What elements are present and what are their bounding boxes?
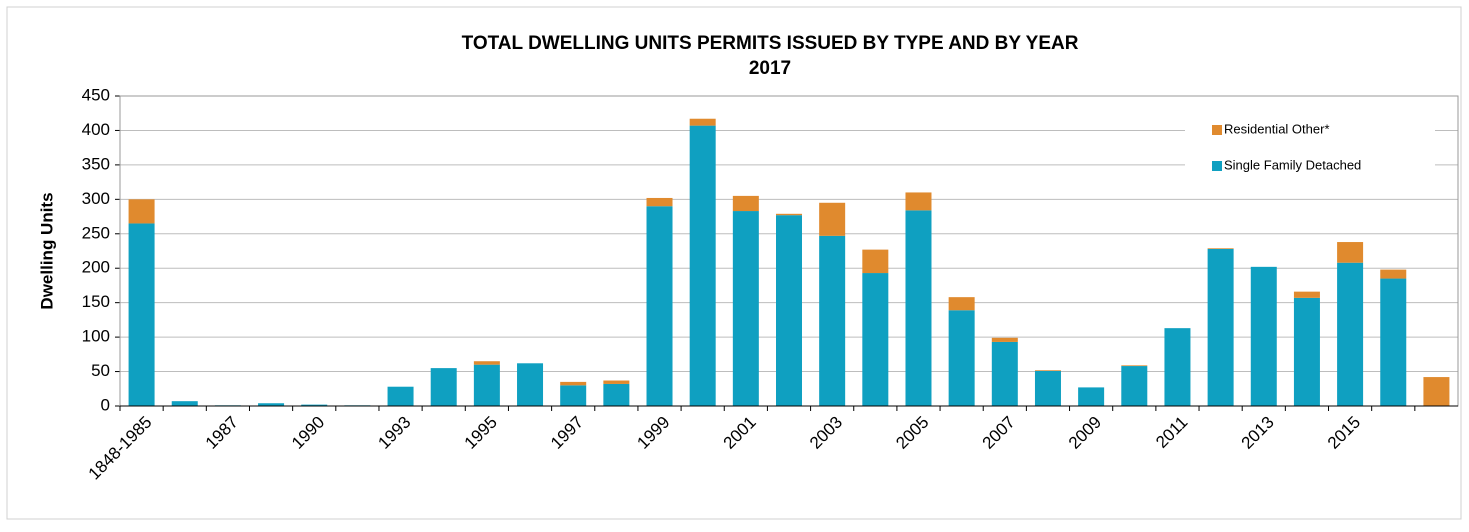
bar-segment [1380, 269, 1407, 279]
bar-segment [1078, 387, 1105, 406]
legend-label: Residential Other* [1224, 121, 1330, 136]
bar-segment [991, 337, 1018, 342]
bar-segment [819, 202, 846, 236]
y-tick-label: 300 [82, 189, 110, 208]
bar-segment [1337, 262, 1364, 406]
bar-segment [473, 364, 500, 406]
bar-segment [560, 385, 587, 406]
y-axis-label: Dwelling Units [37, 192, 56, 309]
y-tick-label: 100 [82, 327, 110, 346]
y-tick-label: 450 [82, 85, 110, 104]
bar-segment [862, 249, 889, 274]
bar-segment [473, 361, 500, 365]
bar-segment [258, 403, 285, 406]
legend-box [1185, 112, 1435, 192]
bar-segment [905, 210, 932, 406]
legend-swatch [1212, 161, 1222, 171]
chart-title: TOTAL DWELLING UNITS PERMITS ISSUED BY T… [462, 33, 1079, 54]
bar-segment [948, 297, 975, 311]
bar-segment [776, 213, 802, 216]
bar-segment [1034, 370, 1061, 406]
bar-segment [1207, 248, 1234, 406]
bar-segment [128, 199, 155, 224]
bar-segment [1121, 365, 1148, 367]
bar-segment [905, 192, 932, 211]
bar-segment [948, 310, 975, 406]
y-tick-label: 250 [82, 223, 110, 242]
bar-segment [560, 381, 587, 386]
bar-segment [862, 273, 889, 406]
y-tick-label: 350 [82, 154, 110, 173]
bar-segment [991, 341, 1018, 406]
legend-swatch [1212, 125, 1222, 135]
bar-segment [732, 195, 759, 212]
bar-segment [1293, 297, 1320, 406]
bar-segment [732, 211, 759, 406]
bar-segment [517, 363, 544, 406]
bar-segment [1423, 377, 1450, 406]
bar-segment [1250, 266, 1277, 406]
bar-segment [1164, 328, 1191, 406]
bar-segment [301, 404, 328, 406]
y-tick-label: 0 [101, 395, 110, 414]
bar-segment [128, 223, 155, 406]
bar-segment [603, 383, 630, 406]
bar-segment [689, 118, 716, 126]
bar-segment [1337, 242, 1364, 263]
bar-segment [1034, 370, 1061, 371]
bar-segment [430, 368, 457, 406]
bar-segment [1380, 278, 1407, 406]
bar-segment [819, 235, 846, 406]
bar-segment [776, 215, 802, 406]
bar-segment [1207, 248, 1234, 249]
bar-segment [646, 206, 673, 406]
legend-label: Single Family Detached [1224, 157, 1361, 172]
y-tick-label: 200 [82, 258, 110, 277]
bar-segment [603, 380, 630, 384]
y-tick-label: 150 [82, 292, 110, 311]
y-tick-label: 400 [82, 120, 110, 139]
bar-segment [171, 401, 198, 406]
bar-segment [1293, 291, 1320, 298]
bar-segment [689, 125, 716, 406]
bar-segment [1121, 366, 1148, 406]
bar-segment [387, 386, 414, 406]
chart-subtitle: 2017 [749, 58, 791, 79]
bar-segment [646, 197, 673, 207]
y-tick-label: 50 [91, 361, 110, 380]
